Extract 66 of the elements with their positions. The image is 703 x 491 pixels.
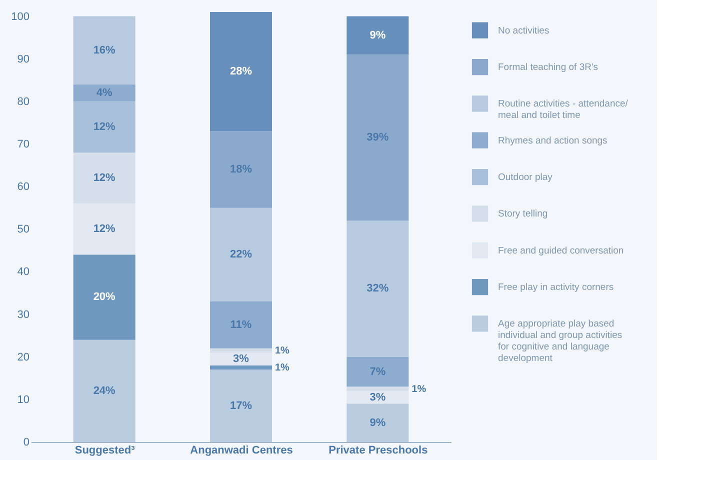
text: 22%: [230, 248, 252, 261]
text: 9%: [370, 29, 386, 42]
text: 24%: [93, 384, 116, 397]
y-tick-label: 60: [17, 181, 30, 194]
bar: [346, 54, 409, 221]
y-tick-label: 40: [17, 266, 30, 278]
text: 20%: [93, 291, 116, 304]
y-tick-label: 30: [17, 308, 30, 321]
y-tick-label: 0: [23, 436, 30, 448]
bar: [210, 370, 272, 442]
y-tick-label: 50: [17, 224, 30, 236]
text: 11%: [230, 318, 252, 331]
legend-label: Free and guided conversation: [498, 245, 624, 256]
text: 17%: [230, 400, 252, 412]
bar: [73, 340, 136, 442]
legend-label: Story telling: [498, 208, 548, 220]
bar: [73, 152, 136, 204]
bar: [346, 356, 409, 387]
bar: [210, 302, 272, 348]
bar: [210, 352, 272, 366]
y-tick-label: 20: [17, 351, 30, 364]
bar: [210, 131, 272, 208]
text: 7%: [370, 366, 386, 378]
text: 3%: [233, 352, 249, 365]
text: 28%: [230, 66, 252, 78]
text: 12%: [93, 172, 116, 184]
y-tick-label: 70: [17, 138, 30, 150]
text: 1%: [412, 384, 426, 395]
text: 12%: [93, 223, 116, 236]
bar: [346, 16, 409, 55]
y-tick-label: 90: [17, 53, 30, 66]
bar: [346, 386, 409, 391]
text: 9%: [370, 416, 386, 429]
y-tick-label: 100: [11, 10, 30, 23]
x-tick-label: Suggested³: [74, 444, 136, 456]
text: 3%: [370, 391, 386, 404]
legend-label: Routine activities - attendance/ meal and toilet time: [498, 98, 628, 122]
bar: [73, 16, 136, 84]
text: 12%: [93, 120, 116, 133]
text: 1%: [275, 362, 290, 374]
bar: [210, 12, 272, 132]
text: 16%: [93, 44, 116, 56]
text: 32%: [366, 282, 389, 295]
legend-label: Outdoor play: [498, 172, 553, 183]
bar: [73, 101, 136, 152]
y-tick-label: 10: [17, 394, 30, 406]
legend-label: Formal teaching of 3R's: [498, 62, 598, 73]
bar: [210, 208, 272, 302]
text: 4%: [96, 86, 112, 99]
x-tick-label: Anganwadi Centres: [190, 444, 293, 456]
legend-label: Age appropriate play based individual and group activities for cognitive and language development: [498, 318, 622, 364]
legend-label: Free play in activity corners: [498, 282, 614, 293]
bar: [346, 220, 409, 357]
text: 18%: [230, 164, 252, 176]
bar: [210, 348, 272, 353]
legend-label: No activities: [498, 25, 550, 36]
bar: [73, 254, 136, 340]
y-tick-label: 80: [17, 96, 30, 108]
text: 1%: [275, 345, 290, 356]
bar: [73, 84, 136, 102]
bar: [73, 204, 136, 255]
bar: [210, 365, 272, 370]
x-tick-label: Private Preschools: [328, 444, 428, 456]
text: 39%: [366, 132, 389, 144]
legend-label: Rhymes and action songs: [498, 135, 608, 146]
bar: [346, 404, 409, 442]
